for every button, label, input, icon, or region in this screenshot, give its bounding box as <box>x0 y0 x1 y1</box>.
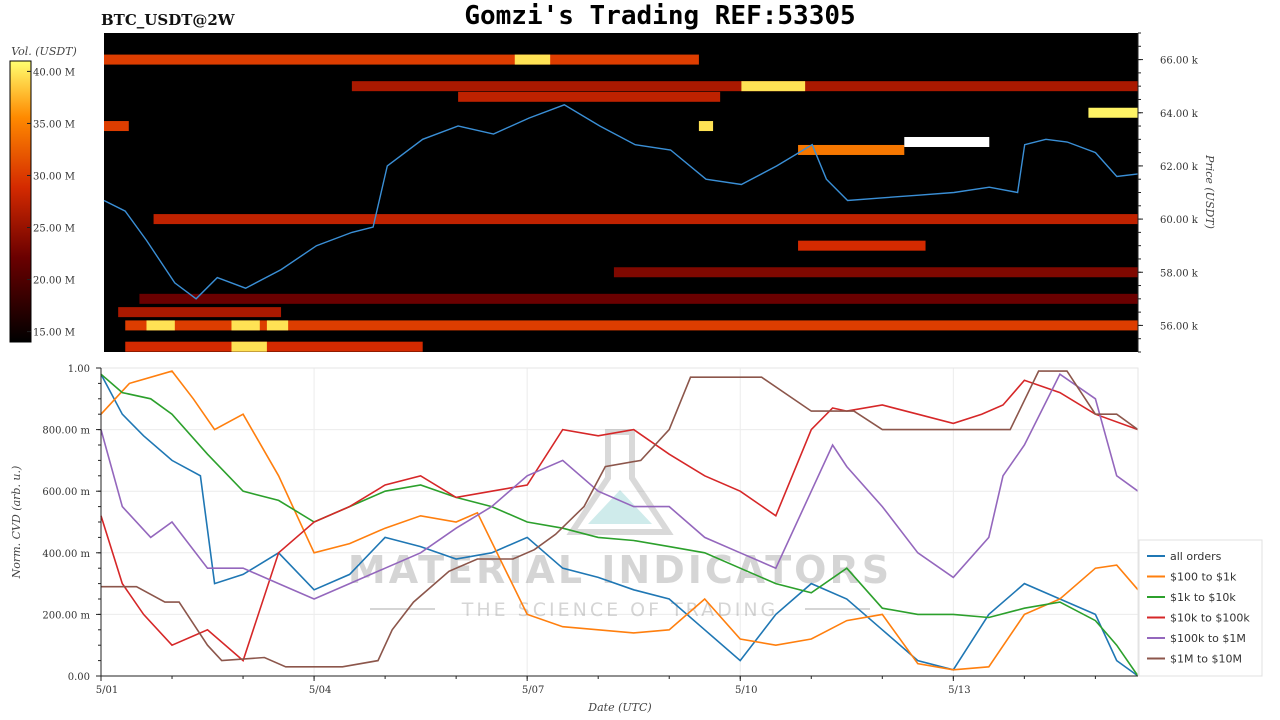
price-tick-label: 64.00 k <box>1160 109 1199 120</box>
cvd-series-line <box>100 373 1139 677</box>
colorbar-ticks: 15.00 M 20.00 M 25.00 M 30.00 M 35.00 M 40.00… <box>27 67 75 339</box>
cvd-series-line <box>100 370 1139 671</box>
heatmap-level-band <box>139 293 1139 304</box>
heatmap-level-band <box>125 341 423 352</box>
legend-label: $100k to $1M <box>1170 632 1246 645</box>
heatmap-level-band <box>798 144 905 155</box>
heatmap-hot-cell <box>231 341 267 352</box>
heatmap-levels <box>104 54 1139 352</box>
cvd-series-lines <box>100 370 1139 677</box>
legend-label: all orders <box>1170 550 1222 563</box>
heatmap-hot-cell <box>231 320 260 331</box>
cvd-series-line <box>100 373 1139 677</box>
colorbar-tick-label: 20.00 M <box>33 276 75 287</box>
cvd-series-line <box>100 379 1139 662</box>
cvd-y-tick-label: 800.00 m <box>42 426 90 437</box>
cvd-x-tick-label: 5/10 <box>735 685 757 696</box>
heatmap-level-band <box>1088 107 1138 118</box>
heatmap-hot-cell <box>266 320 289 331</box>
colorbar-tick-label: 15.00 M <box>33 328 75 339</box>
heatmap-level-band <box>904 136 990 147</box>
colorbar-tick-label: 25.00 M <box>33 224 75 235</box>
heatmap-level-band <box>104 54 699 65</box>
cvd-y-tick-label: 200.00 m <box>42 610 90 621</box>
legend-label: $10k to $100k <box>1170 612 1250 625</box>
colorbar-tick-label: 40.00 M <box>33 67 75 78</box>
cvd-y-tick-label: 1.00 <box>68 364 90 375</box>
cvd-x-axis-label: Date (UTC) <box>587 701 651 714</box>
cvd-x-tick-label: 5/07 <box>522 685 544 696</box>
watermark-subtitle: THE SCIENCE OF TRADING <box>461 599 779 621</box>
colorbar-tick-label: 35.00 M <box>33 119 75 130</box>
legend-label: $100 to $1k <box>1170 571 1237 584</box>
price-tick-label: 60.00 k <box>1160 215 1199 226</box>
heatmap-hot-cell <box>698 121 714 132</box>
cvd-panel: MATERIAL INDICATORS THE SCIENCE OF TRADI… <box>10 364 1263 714</box>
heatmap-level-band <box>613 267 1138 278</box>
colorbar-label: Vol. (USDT) <box>11 45 77 58</box>
colorbar-tick-label: 30.00 M <box>33 171 75 182</box>
price-tick-label: 62.00 k <box>1160 162 1199 173</box>
cvd-series-line <box>101 370 1139 668</box>
price-tick-label: 66.00 k <box>1160 56 1199 67</box>
symbol-label: BTC_USDT@2W <box>101 11 236 29</box>
heatmap-panel: 56.00 k 58.00 k 60.00 k 62.00 k 64.00 k 66.00… <box>103 32 1216 353</box>
legend-label: $1k to $10k <box>1170 591 1236 604</box>
heatmap-level-band <box>125 320 1138 331</box>
price-line <box>103 104 1139 300</box>
cvd-y-axis-ticks: 0.00 200.00 m 400.00 m 600.00 m 800.00 m 1.00 <box>42 364 101 683</box>
heatmap-hot-cell <box>146 320 175 331</box>
cvd-x-axis-ticks: 5/01 5/04 5/07 5/10 5/13 <box>96 676 1096 696</box>
price-tick-label: 56.00 k <box>1160 321 1199 332</box>
cvd-y-tick-label: 600.00 m <box>42 487 90 498</box>
cvd-y-tick-label: 400.00 m <box>42 549 90 560</box>
cvd-series-line <box>100 373 1139 600</box>
cvd-x-tick-label: 5/01 <box>96 685 118 696</box>
flask-icon <box>566 429 674 535</box>
cvd-y-tick-label: 0.00 <box>68 672 90 683</box>
cvd-x-tick-label: 5/04 <box>309 685 331 696</box>
legend-box <box>1138 539 1263 677</box>
heatmap-level-band <box>458 91 721 102</box>
legend: all orders $100 to $1k $1k to $10k $10k to … <box>1138 539 1263 677</box>
heatmap-level-band <box>798 240 926 251</box>
cvd-y-axis-label: Norm. CVD (arb. u.) <box>10 466 23 580</box>
heatmap-level-band <box>104 121 129 132</box>
chart-title: Gomzi's Trading REF:53305 <box>464 1 855 31</box>
flask-liquid <box>588 490 652 524</box>
price-tick-label: 58.00 k <box>1160 268 1199 279</box>
heatmap-level-band <box>153 214 1139 225</box>
legend-label: $1M to $10M <box>1170 653 1242 666</box>
price-axis-ticks: 56.00 k 58.00 k 60.00 k 62.00 k 64.00 k 66.00… <box>1138 32 1199 353</box>
heatmap-hot-cell <box>514 54 551 65</box>
heatmap-hot-cell <box>741 81 806 92</box>
heatmap-level-band <box>118 307 282 318</box>
colorbar-gradient <box>9 60 32 343</box>
legend-items: all orders $100 to $1k $1k to $10k $10k to … <box>1147 550 1250 666</box>
price-axis-label: Price (USDT) <box>1203 154 1216 229</box>
colorbar: Vol. (USDT) 15.00 M 20.00 M 25.00 M 30.00 M… <box>9 45 77 343</box>
heatmap-background <box>104 33 1138 352</box>
cvd-x-tick-label: 5/13 <box>948 685 970 696</box>
